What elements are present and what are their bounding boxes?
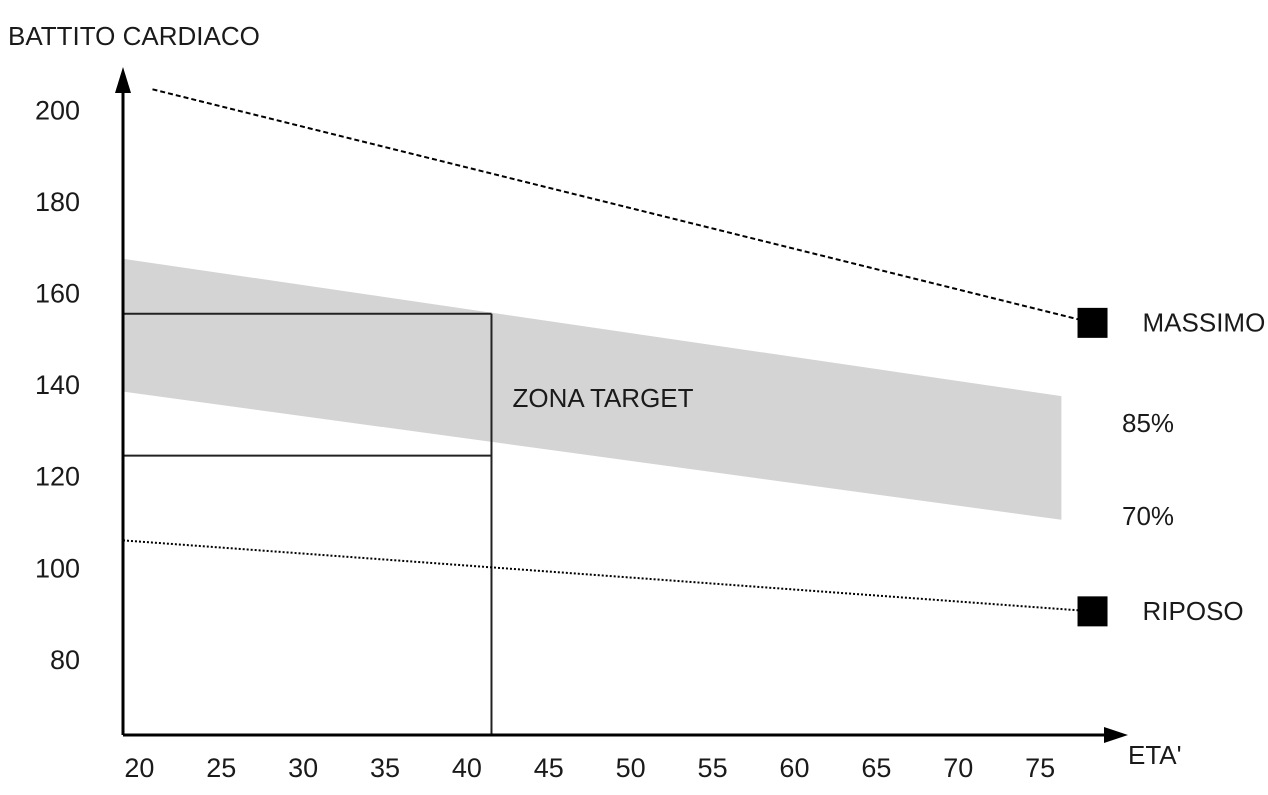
y-axis-arrow — [115, 67, 131, 93]
band-label: ZONA TARGET — [512, 383, 693, 413]
y-tick-label: 160 — [35, 279, 80, 309]
x-axis-label: ETA' — [1128, 740, 1182, 770]
x-tick-label: 20 — [124, 753, 154, 783]
band-lower-label: 70% — [1122, 501, 1174, 531]
target-band — [123, 258, 1062, 520]
series-label: RIPOSO — [1143, 596, 1244, 626]
x-axis-arrow — [1104, 727, 1128, 743]
x-tick-label: 30 — [288, 753, 318, 783]
y-axis-label: BATTITO CARDIACO — [8, 21, 260, 51]
x-tick-label: 70 — [943, 753, 973, 783]
y-tick-label: 100 — [35, 553, 80, 583]
x-tick-label: 55 — [698, 753, 728, 783]
series-line — [122, 539, 1093, 613]
x-tick-label: 75 — [1025, 753, 1055, 783]
series-line — [152, 88, 1093, 324]
x-tick-label: 50 — [616, 753, 646, 783]
x-tick-label: 65 — [861, 753, 891, 783]
y-tick-label: 180 — [35, 187, 80, 217]
x-tick-label: 40 — [452, 753, 482, 783]
x-tick-label: 35 — [370, 753, 400, 783]
x-tick-label: 60 — [779, 753, 809, 783]
y-tick-label: 80 — [50, 645, 80, 675]
series-marker — [1077, 307, 1108, 338]
series-label: MASSIMO — [1143, 308, 1266, 338]
series-marker — [1077, 596, 1108, 627]
y-tick-label: 120 — [35, 462, 80, 492]
band-upper-label: 85% — [1122, 408, 1174, 438]
y-tick-label: 200 — [35, 95, 80, 125]
y-tick-label: 140 — [35, 370, 80, 400]
x-tick-label: 45 — [534, 753, 564, 783]
x-tick-label: 25 — [206, 753, 236, 783]
